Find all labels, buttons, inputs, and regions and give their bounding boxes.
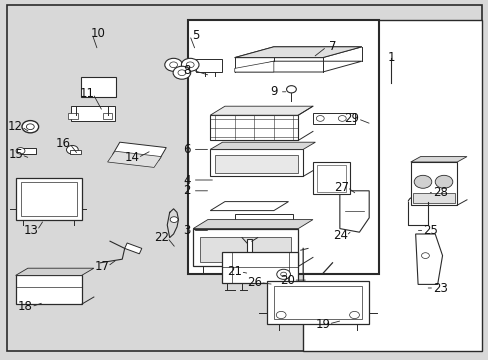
Text: 25: 25 xyxy=(422,224,437,237)
Polygon shape xyxy=(16,268,94,275)
Polygon shape xyxy=(210,142,315,149)
Bar xyxy=(70,150,81,154)
Bar xyxy=(215,155,298,173)
Bar xyxy=(16,178,81,220)
Circle shape xyxy=(186,62,194,68)
Circle shape xyxy=(178,70,185,76)
Bar xyxy=(210,115,298,140)
Text: 27: 27 xyxy=(333,181,348,194)
Bar xyxy=(71,106,115,121)
Text: 14: 14 xyxy=(124,151,139,164)
Bar xyxy=(210,149,303,176)
Polygon shape xyxy=(193,220,312,229)
Text: 21: 21 xyxy=(227,265,242,278)
Text: 4: 4 xyxy=(183,174,190,186)
Polygon shape xyxy=(410,157,466,162)
Text: 7: 7 xyxy=(328,40,336,53)
Circle shape xyxy=(26,124,34,130)
Circle shape xyxy=(66,145,78,154)
Circle shape xyxy=(349,311,359,319)
Text: 10: 10 xyxy=(90,27,105,40)
Circle shape xyxy=(181,58,199,71)
Text: 22: 22 xyxy=(154,231,168,244)
Polygon shape xyxy=(234,61,273,72)
Circle shape xyxy=(280,272,286,276)
Bar xyxy=(68,113,78,119)
Circle shape xyxy=(16,148,25,154)
Bar xyxy=(303,20,481,351)
Bar xyxy=(200,237,290,262)
Text: 1: 1 xyxy=(386,51,394,64)
Bar xyxy=(20,148,36,154)
Circle shape xyxy=(316,116,324,121)
Bar xyxy=(312,113,354,124)
Text: 18: 18 xyxy=(18,300,33,313)
Text: 23: 23 xyxy=(432,282,447,294)
Circle shape xyxy=(338,116,346,121)
Text: 3: 3 xyxy=(183,224,190,237)
Circle shape xyxy=(413,175,431,188)
Circle shape xyxy=(276,311,285,319)
Text: 20: 20 xyxy=(280,274,294,287)
Text: 16: 16 xyxy=(56,137,71,150)
Polygon shape xyxy=(234,61,361,72)
Bar xyxy=(312,162,349,194)
Text: 28: 28 xyxy=(432,186,447,199)
Polygon shape xyxy=(234,47,361,58)
Circle shape xyxy=(164,58,182,71)
Bar xyxy=(195,59,222,72)
Text: 17: 17 xyxy=(94,260,109,273)
Bar xyxy=(410,162,456,205)
Text: 19: 19 xyxy=(315,318,329,330)
Text: 13: 13 xyxy=(24,224,39,237)
Text: 12: 12 xyxy=(8,120,23,133)
Bar xyxy=(412,193,454,203)
Polygon shape xyxy=(107,151,161,167)
Text: 11: 11 xyxy=(80,87,94,100)
Bar xyxy=(81,77,116,97)
Circle shape xyxy=(421,253,428,258)
Text: 24: 24 xyxy=(332,229,347,242)
Bar xyxy=(188,20,378,274)
Text: 15: 15 xyxy=(8,148,23,161)
Circle shape xyxy=(286,86,296,93)
Bar xyxy=(316,165,345,192)
Bar xyxy=(20,182,77,216)
Polygon shape xyxy=(339,191,368,232)
Circle shape xyxy=(170,217,178,222)
Bar xyxy=(193,229,298,266)
Text: 2: 2 xyxy=(183,184,190,197)
Circle shape xyxy=(276,269,290,279)
Text: 8: 8 xyxy=(183,64,190,77)
Circle shape xyxy=(169,62,177,68)
Polygon shape xyxy=(112,142,166,160)
Circle shape xyxy=(173,66,190,79)
Polygon shape xyxy=(415,234,442,284)
Bar xyxy=(246,239,251,272)
Bar xyxy=(266,281,368,324)
Polygon shape xyxy=(210,106,312,115)
Text: 6: 6 xyxy=(183,143,190,156)
Polygon shape xyxy=(234,47,361,58)
Polygon shape xyxy=(124,243,142,254)
Text: 5: 5 xyxy=(191,29,199,42)
Circle shape xyxy=(22,121,39,133)
Text: 26: 26 xyxy=(246,276,261,289)
Polygon shape xyxy=(210,202,288,211)
Bar xyxy=(222,252,298,283)
Polygon shape xyxy=(234,214,293,223)
Text: 29: 29 xyxy=(344,112,359,125)
Text: 9: 9 xyxy=(269,85,277,98)
Bar xyxy=(273,286,361,319)
Bar xyxy=(16,275,81,304)
Bar xyxy=(102,113,112,119)
Circle shape xyxy=(434,175,452,188)
